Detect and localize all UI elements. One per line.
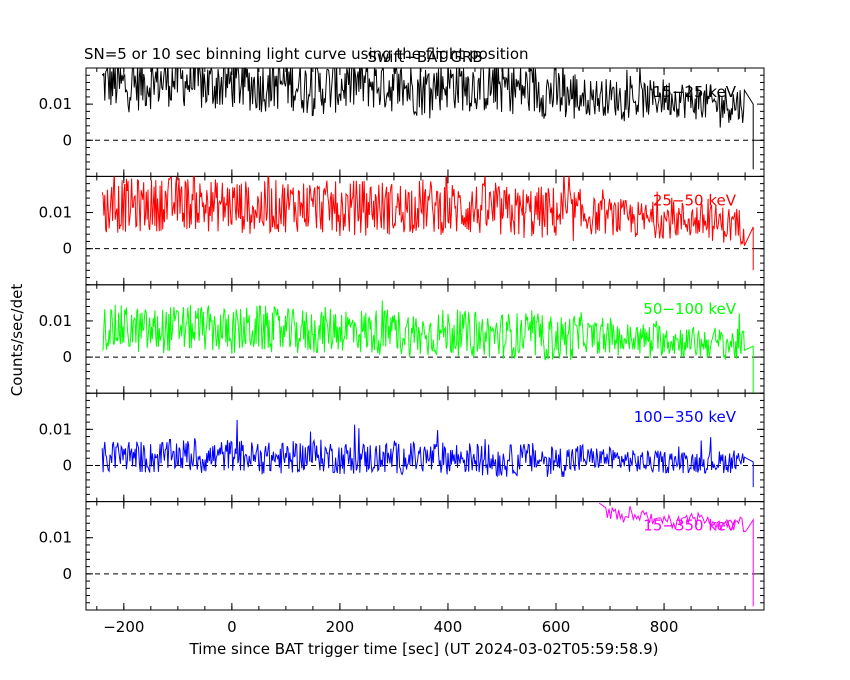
series-line [598, 502, 754, 607]
y-tick-label: 0 [62, 240, 72, 258]
panel-5: 0 0.01 15−350 keV [39, 501, 765, 611]
panels-group: 0 0.01 15−25 keV 0 0.01 25−50 keV 0 0.01 50−100 … [39, 67, 765, 636]
panel-1: 0 0.01 15−25 keV [39, 67, 765, 177]
chart-subtitle: SN=5 or 10 sec binning light curve using… [84, 45, 529, 63]
chart-title: Swift−BAT GRB [367, 48, 482, 66]
panel-4: 0 0.01 100−350 keV [39, 392, 765, 503]
x-tick-label: −200 [103, 618, 144, 636]
y-tick-label: 0.01 [39, 529, 72, 547]
series-label: 25−50 keV [653, 191, 737, 209]
x-axis-label: Time since BAT trigger time [sec] (UT 20… [189, 640, 659, 658]
x-tick-label: 0 [227, 618, 237, 636]
series-label: 15−25 keV [653, 83, 737, 101]
x-tick-label: 200 [326, 618, 355, 636]
panel-3: 0 0.01 50−100 keV [39, 284, 765, 394]
y-tick-label: 0 [62, 131, 72, 149]
series-label: 50−100 keV [643, 300, 736, 318]
x-tick-label: 400 [434, 618, 463, 636]
y-tick-label: 0 [62, 348, 72, 366]
series-line [101, 68, 754, 170]
series-label: 15−350 keV [643, 517, 736, 535]
y-tick-label: 0.01 [39, 204, 72, 222]
x-tick-label: 800 [650, 618, 679, 636]
y-axis-label: Counts/sec/det [8, 284, 26, 397]
y-tick-label: 0.01 [39, 312, 72, 330]
panel-frame [85, 501, 765, 611]
panel-2: 0 0.01 25−50 keV [39, 175, 765, 286]
y-tick-label: 0 [62, 565, 72, 583]
y-tick-label: 0.01 [39, 420, 72, 438]
series-label: 100−350 keV [634, 408, 737, 426]
x-tick-label: 600 [542, 618, 571, 636]
series-line [101, 419, 754, 488]
series-line [101, 300, 754, 394]
series-line [101, 176, 754, 271]
y-tick-label: 0 [62, 456, 72, 474]
y-tick-label: 0.01 [39, 95, 72, 113]
